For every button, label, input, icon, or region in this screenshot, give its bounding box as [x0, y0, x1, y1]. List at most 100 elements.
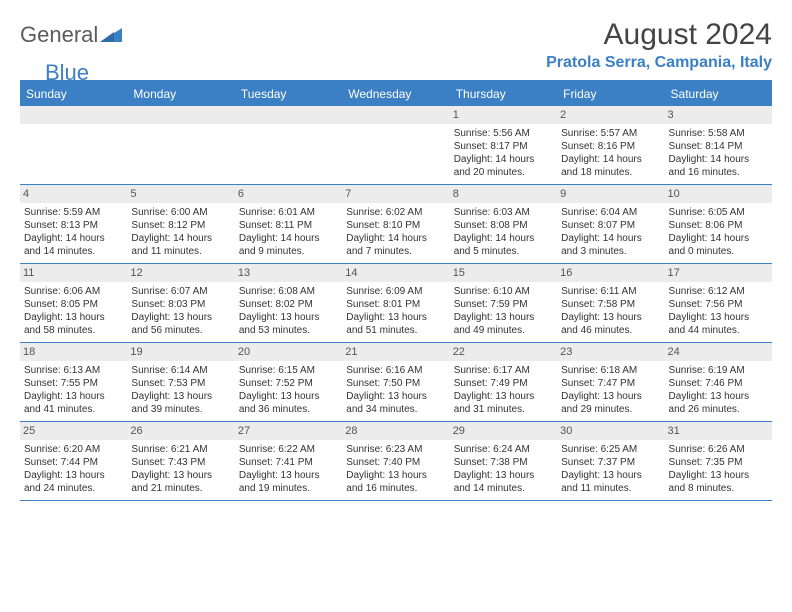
day-number: 18 [20, 343, 127, 361]
day-cell: 17Sunrise: 6:12 AMSunset: 7:56 PMDayligh… [665, 264, 772, 342]
day-number: 29 [450, 422, 557, 440]
daylight-text: Daylight: 14 hours and 5 minutes. [454, 232, 553, 258]
day-number: 19 [127, 343, 234, 361]
day-cell: 8Sunrise: 6:03 AMSunset: 8:08 PMDaylight… [450, 185, 557, 263]
day-number: 25 [20, 422, 127, 440]
sunset-text: Sunset: 8:12 PM [131, 219, 230, 232]
sunrise-text: Sunrise: 6:16 AM [346, 364, 445, 377]
sunset-text: Sunset: 7:38 PM [454, 456, 553, 469]
sunset-text: Sunset: 7:37 PM [561, 456, 660, 469]
sunset-text: Sunset: 8:11 PM [239, 219, 338, 232]
daylight-text: Daylight: 13 hours and 31 minutes. [454, 390, 553, 416]
sunset-text: Sunset: 8:17 PM [454, 140, 553, 153]
day-number: 2 [557, 106, 664, 124]
day-cell: 15Sunrise: 6:10 AMSunset: 7:59 PMDayligh… [450, 264, 557, 342]
day-number: 8 [450, 185, 557, 203]
daylight-text: Daylight: 14 hours and 11 minutes. [131, 232, 230, 258]
day-cell: 2Sunrise: 5:57 AMSunset: 8:16 PMDaylight… [557, 106, 664, 184]
sunrise-text: Sunrise: 6:03 AM [454, 206, 553, 219]
sunrise-text: Sunrise: 6:15 AM [239, 364, 338, 377]
sunrise-text: Sunrise: 6:11 AM [561, 285, 660, 298]
weeks-container: 1 Sunrise: 5:56 AMSunset: 8:17 PM Daylight… [20, 106, 772, 501]
day-number: 9 [557, 185, 664, 203]
daylight-text: Daylight: 13 hours and 56 minutes. [131, 311, 230, 337]
day-header: Monday [127, 82, 234, 106]
daylight-text: Daylight: 13 hours and 58 minutes. [24, 311, 123, 337]
day-cell: 20 Sunrise: 6:15 AMSunset: 7:52 PMDayligh… [235, 343, 342, 421]
day-cell [127, 106, 234, 184]
sunrise-text: Sunrise: 6:12 AM [669, 285, 768, 298]
daylight-text: Daylight: 13 hours and 53 minutes. [239, 311, 338, 337]
sunset-text: Sunset: 7:43 PM [131, 456, 230, 469]
calendar-grid: Sunday Monday Tuesday Wednesday Thursday… [20, 80, 772, 501]
day-cell: 30Sunrise: 6:25 AMSunset: 7:37 PMDayligh… [557, 422, 664, 500]
sunset-text: Sunset: 8:02 PM [239, 298, 338, 311]
location-label: Pratola Serra, Campania, Italy [546, 54, 772, 72]
day-cell: 11Sunrise: 6:06 AMSunset: 8:05 PMDayligh… [20, 264, 127, 342]
day-cell: 1Sunrise: 5:56 AMSunset: 8:17 PMDaylight… [450, 106, 557, 184]
day-number: 22 [450, 343, 557, 361]
day-number: 6 [235, 185, 342, 203]
week-row: 1Sunrise: 5:56 AMSunset: 8:17 PMDaylight… [20, 106, 772, 185]
sunset-text: Sunset: 8:10 PM [346, 219, 445, 232]
sunrise-text: Sunrise: 6:20 AM [24, 443, 123, 456]
day-header-row: Sunday Monday Tuesday Wednesday Thursday… [20, 82, 772, 106]
daylight-text: Daylight: 13 hours and 44 minutes. [669, 311, 768, 337]
daylight-text: Daylight: 14 hours and 14 minutes. [24, 232, 123, 258]
sunset-text: Sunset: 7:55 PM [24, 377, 123, 390]
day-cell: 21Sunrise: 6:16 AMSunset: 7:50 PMDayligh… [342, 343, 449, 421]
daylight-text: Daylight: 13 hours and 24 minutes. [24, 469, 123, 495]
day-number [127, 106, 234, 124]
day-number [342, 106, 449, 124]
day-number: 27 [235, 422, 342, 440]
sunrise-text: Sunrise: 6:06 AM [24, 285, 123, 298]
daylight-text: Daylight: 13 hours and 36 minutes. [239, 390, 338, 416]
daylight-text: Daylight: 14 hours and 9 minutes. [239, 232, 338, 258]
day-number: 31 [665, 422, 772, 440]
sunset-text: Sunset: 7:59 PM [454, 298, 553, 311]
daylight-text: Daylight: 13 hours and 8 minutes. [669, 469, 768, 495]
week-row: 11Sunrise: 6:06 AMSunset: 8:05 PMDayligh… [20, 264, 772, 343]
sunset-text: Sunset: 7:40 PM [346, 456, 445, 469]
sunrise-text: Sunrise: 6:05 AM [669, 206, 768, 219]
sunrise-text: Sunrise: 5:57 AM [561, 127, 660, 140]
day-cell: 4Sunrise: 5:59 AMSunset: 8:13 PMDaylight… [20, 185, 127, 263]
day-number: 11 [20, 264, 127, 282]
day-number: 20 [235, 343, 342, 361]
day-number: 16 [557, 264, 664, 282]
daylight-text: Daylight: 13 hours and 41 minutes. [24, 390, 123, 416]
daylight-text: Daylight: 13 hours and 16 minutes. [346, 469, 445, 495]
day-number: 1 [450, 106, 557, 124]
sunset-text: Sunset: 8:01 PM [346, 298, 445, 311]
daylight-text: Daylight: 13 hours and 39 minutes. [131, 390, 230, 416]
sunset-text: Sunset: 7:50 PM [346, 377, 445, 390]
day-cell: 28Sunrise: 6:23 AMSunset: 7:40 PMDayligh… [342, 422, 449, 500]
daylight-text: Daylight: 13 hours and 21 minutes. [131, 469, 230, 495]
day-number: 28 [342, 422, 449, 440]
sunrise-text: Sunrise: 5:58 AM [669, 127, 768, 140]
day-cell: 13Sunrise: 6:08 AMSunset: 8:02 PMDayligh… [235, 264, 342, 342]
sunrise-text: Sunrise: 6:02 AM [346, 206, 445, 219]
daylight-text: Daylight: 13 hours and 14 minutes. [454, 469, 553, 495]
sunrise-text: Sunrise: 6:00 AM [131, 206, 230, 219]
day-header: Wednesday [342, 82, 449, 106]
sunrise-text: Sunrise: 5:56 AM [454, 127, 553, 140]
daylight-text: Daylight: 13 hours and 26 minutes. [669, 390, 768, 416]
sunset-text: Sunset: 7:35 PM [669, 456, 768, 469]
sunset-text: Sunset: 7:52 PM [239, 377, 338, 390]
sunset-text: Sunset: 7:47 PM [561, 377, 660, 390]
sunset-text: Sunset: 8:06 PM [669, 219, 768, 232]
day-cell [20, 106, 127, 184]
sunrise-text: Sunrise: 6:19 AM [669, 364, 768, 377]
sunrise-text: Sunrise: 5:59 AM [24, 206, 123, 219]
daylight-text: Daylight: 14 hours and 0 minutes. [669, 232, 768, 258]
day-cell [235, 106, 342, 184]
day-number: 30 [557, 422, 664, 440]
title-block: August 2024 Pratola Serra, Campania, Ita… [546, 18, 772, 72]
day-cell: 31Sunrise: 6:26 AMSunset: 7:35 PMDayligh… [665, 422, 772, 500]
day-cell: 5Sunrise: 6:00 AMSunset: 8:12 PMDaylight… [127, 185, 234, 263]
sunrise-text: Sunrise: 6:22 AM [239, 443, 338, 456]
sunset-text: Sunset: 8:07 PM [561, 219, 660, 232]
daylight-text: Daylight: 13 hours and 51 minutes. [346, 311, 445, 337]
day-cell: 12Sunrise: 6:07 AMSunset: 8:03 PMDayligh… [127, 264, 234, 342]
